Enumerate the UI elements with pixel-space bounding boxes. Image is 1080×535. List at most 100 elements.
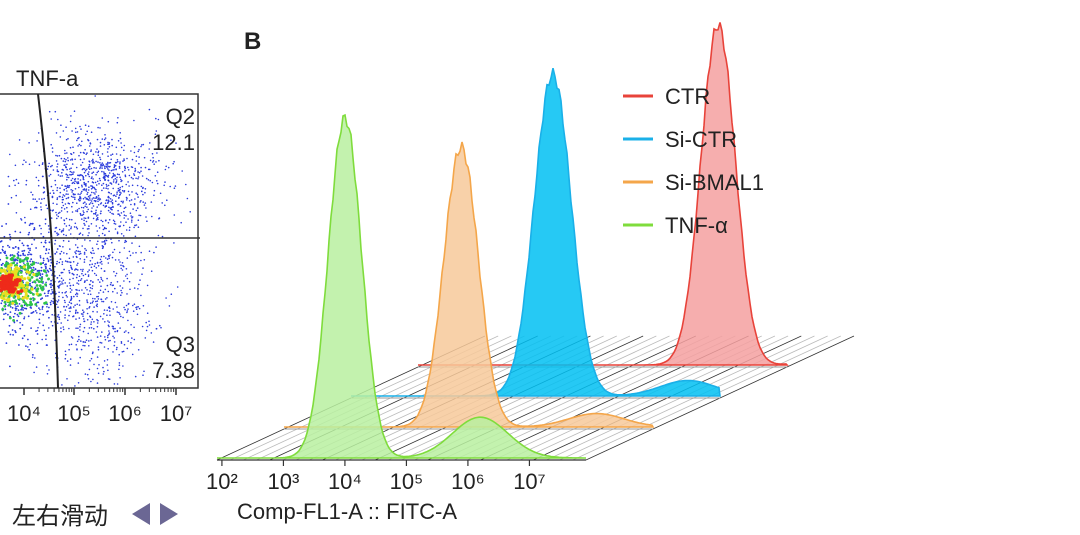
scatter-point [120, 342, 123, 344]
scatter-point [142, 267, 144, 269]
scatter-point [104, 134, 106, 136]
scatter-point [135, 160, 138, 162]
triangle-right-icon[interactable] [160, 502, 178, 525]
scatter-point [33, 161, 36, 163]
scatter-point [17, 267, 21, 271]
scatter-point [54, 265, 56, 268]
scatter-point [14, 330, 16, 332]
scatter-point [107, 188, 109, 190]
scatter-point [116, 121, 119, 124]
scatter-point [91, 191, 93, 194]
scatter-point [146, 220, 148, 222]
scatter-point [30, 268, 34, 272]
scatter-point [87, 271, 89, 273]
scatter-point [106, 164, 109, 166]
scatter-point [17, 305, 19, 307]
scatter-point [23, 316, 26, 318]
scatter-point [86, 228, 89, 230]
scatter-point [77, 174, 80, 177]
scatter-point [102, 318, 104, 320]
scatter-point [119, 193, 121, 196]
scatter-point [21, 284, 25, 288]
scatter-point [49, 259, 52, 261]
scatter-point [80, 278, 83, 280]
scatter-point [31, 311, 34, 314]
scatter-point [5, 223, 8, 225]
scatter-point [112, 213, 115, 215]
scatter-point [82, 274, 85, 277]
scatter-point [156, 171, 159, 173]
scatter-point [69, 248, 71, 250]
scatter-x-tick-label: 10⁷ [160, 401, 192, 426]
scatter-point [86, 193, 88, 195]
scatter-point [155, 161, 157, 163]
scatter-point [125, 221, 127, 223]
scatter-point [38, 269, 41, 272]
scatter-point [96, 171, 98, 174]
scatter-point [127, 340, 129, 342]
scatter-point [24, 307, 26, 310]
scatter-point [146, 312, 149, 315]
scatter-point [55, 160, 58, 162]
scatter-point [131, 353, 134, 356]
scatter-point [94, 197, 96, 199]
scatter-point [4, 292, 8, 296]
scatter-point [2, 249, 4, 252]
scatter-point [128, 229, 131, 231]
scatter-point [113, 166, 115, 169]
scatter-point [118, 225, 121, 228]
scatter-point [106, 297, 108, 299]
scatter-point [108, 378, 111, 381]
scatter-point [131, 217, 133, 219]
scatter-point [28, 348, 30, 351]
scatter-point [89, 199, 91, 201]
scatter-point [37, 179, 40, 182]
scatter-point [10, 258, 14, 262]
scatter-point [54, 243, 56, 245]
scatter-point [75, 327, 77, 330]
scatter-point [66, 190, 68, 192]
scatter-point [76, 181, 78, 183]
scatter-point [45, 267, 47, 270]
scatter-point [69, 173, 71, 176]
scatter-point [71, 205, 73, 208]
scatter-point [149, 179, 151, 182]
scatter-point [51, 324, 54, 327]
scatter-point [145, 177, 148, 180]
scatter-point [73, 110, 76, 112]
scatter-point [70, 174, 72, 176]
scatter-point [119, 191, 121, 193]
scatter-point [66, 186, 69, 188]
scatter-point [77, 250, 80, 253]
scatter-point [101, 165, 103, 167]
scatter-point [97, 218, 99, 221]
scatter-point [88, 175, 91, 178]
scatter-point [90, 280, 92, 282]
scatter-point [118, 165, 121, 168]
scatter-point [60, 283, 62, 285]
scatter-point [86, 206, 88, 208]
scatter-point [104, 242, 107, 245]
floor-grid-line [615, 335, 683, 368]
scatter-point [91, 162, 94, 164]
scatter-point [86, 130, 88, 133]
scatter-point [101, 184, 103, 186]
scatter-point [130, 203, 132, 206]
scatter-point [16, 313, 19, 316]
scatter-point [48, 162, 50, 165]
scatter-point [92, 197, 95, 199]
triangle-left-icon[interactable] [132, 502, 150, 525]
scatter-point [71, 218, 73, 221]
scatter-point [41, 163, 44, 165]
scatter-point [173, 187, 176, 189]
scatter-point [95, 151, 97, 153]
scatter-point [96, 230, 99, 232]
scatter-point [108, 321, 110, 324]
scatter-point [59, 175, 62, 177]
scatter-point [90, 223, 93, 225]
scatter-point [79, 212, 82, 215]
scatter-point [124, 275, 127, 277]
scatter-point [35, 366, 38, 368]
scatter-point [150, 332, 153, 334]
scatter-point [88, 232, 90, 234]
